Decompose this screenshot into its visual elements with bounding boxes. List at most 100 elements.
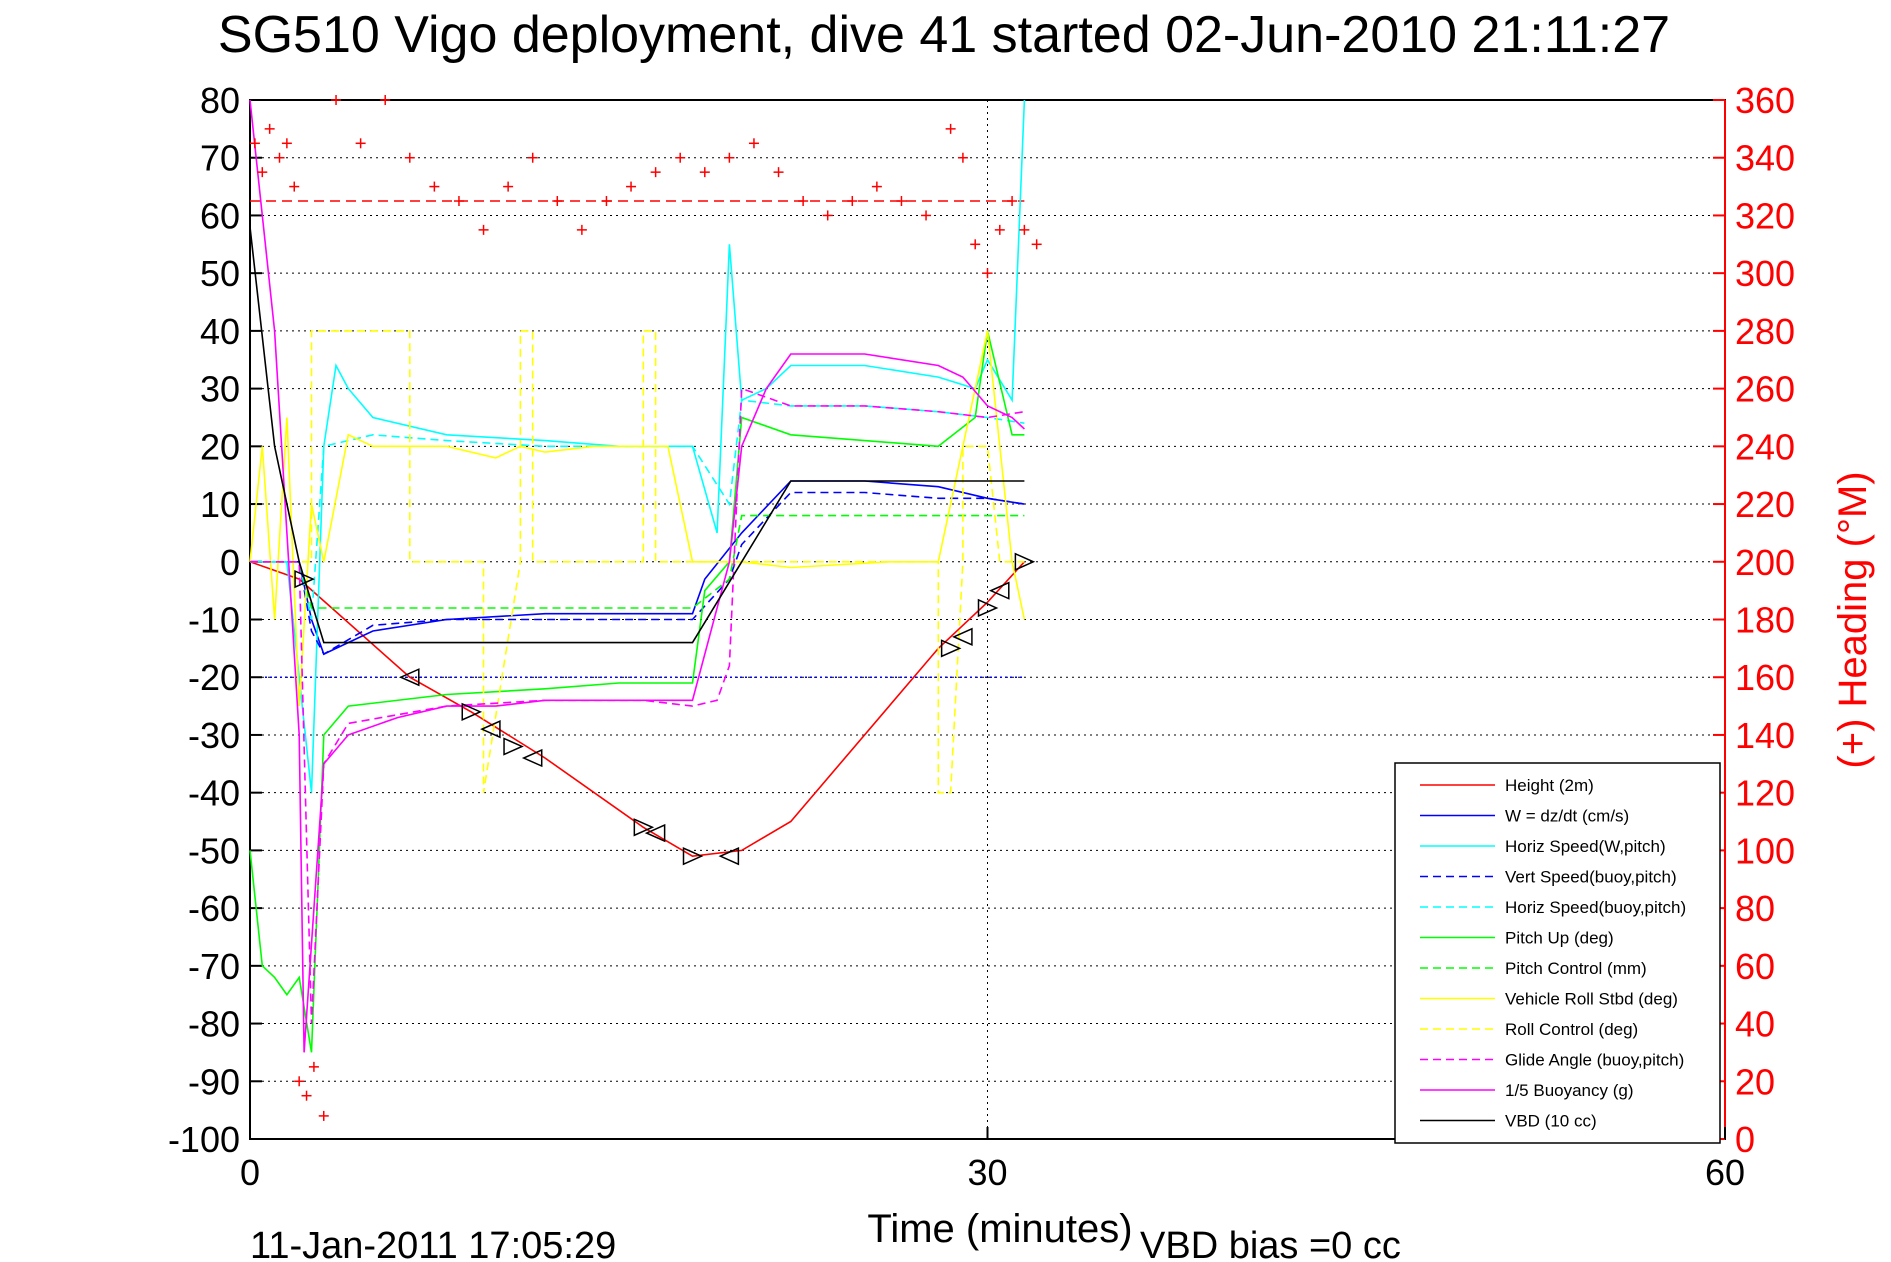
- y2-tick-label: 200: [1735, 542, 1795, 583]
- y2-tick-label: 180: [1735, 600, 1795, 641]
- heading-point: [301, 1090, 312, 1101]
- y-tick-label: -30: [188, 715, 240, 756]
- y2-tick-label: 0: [1735, 1119, 1755, 1160]
- legend-label: Roll Control (deg): [1505, 1020, 1638, 1039]
- heading-point: [478, 224, 489, 235]
- heading-point: [453, 196, 464, 207]
- y2-tick-label: 360: [1735, 80, 1795, 121]
- heading-point: [281, 138, 292, 149]
- triangle-marker: [977, 598, 999, 618]
- heading-point: [355, 138, 366, 149]
- heading-point: [847, 196, 858, 207]
- y-tick-label: -40: [188, 773, 240, 814]
- y-tick-label: -70: [188, 946, 240, 987]
- x-axis: 0 30 60: [240, 1127, 1745, 1193]
- y2-tick-label: 20: [1735, 1061, 1775, 1102]
- heading-point: [274, 152, 285, 163]
- legend-box: [1394, 762, 1721, 1144]
- legend: Height (2m) W = dz/dt (cm/s) Horiz Speed(W…: [1394, 762, 1721, 1144]
- plot-area: 80706050403020100-10-20-30-40-50-60-70-8…: [168, 80, 1795, 1193]
- triangle-marker: [682, 847, 704, 866]
- triangle-marker: [461, 702, 483, 722]
- y-tick-label: 0: [220, 542, 240, 583]
- triangle-marker: [988, 581, 1010, 600]
- heading-point: [429, 181, 440, 192]
- heading-point: [294, 1076, 305, 1087]
- y-tick-label: 50: [200, 253, 240, 294]
- heading-point: [896, 196, 907, 207]
- legend-label: Horiz Speed(W,pitch): [1505, 837, 1666, 856]
- y2-axis-label: (+) Heading (°M): [1831, 471, 1875, 768]
- heading-point: [527, 152, 538, 163]
- legend-label: Pitch Up (deg): [1505, 929, 1614, 948]
- y2-tick-label: 40: [1735, 1004, 1775, 1045]
- series-line-9: [250, 387, 1025, 1024]
- y-tick-label: 20: [200, 426, 240, 467]
- y2-tick-label: 120: [1735, 773, 1795, 814]
- heading-point: [264, 123, 275, 134]
- x-axis-label: Time (minutes): [867, 1207, 1132, 1251]
- triangle-marker: [952, 627, 973, 646]
- heading-point: [289, 181, 300, 192]
- triangle-marker: [521, 748, 543, 768]
- y-tick-label: -10: [188, 600, 240, 641]
- y-tick-label: 80: [200, 80, 240, 121]
- heading-point: [699, 167, 710, 178]
- heading-point: [982, 268, 993, 279]
- y2-tick-label: 140: [1735, 715, 1795, 756]
- heading-point: [748, 138, 759, 149]
- x-tick-label: 0: [240, 1152, 260, 1193]
- y2-tick-label: 340: [1735, 138, 1795, 179]
- heading-point: [871, 181, 882, 192]
- y2-tick-label: 240: [1735, 426, 1795, 467]
- legend-label: Vehicle Roll Stbd (deg): [1505, 990, 1678, 1009]
- legend-label: 1/5 Buoyancy (g): [1505, 1081, 1634, 1100]
- footer-vbd-bias: VBD bias =0 cc: [1140, 1225, 1401, 1262]
- series-line-6: [250, 514, 1025, 609]
- triangle-marker: [398, 668, 420, 687]
- triangle-marker: [718, 847, 740, 866]
- triangle-marker: [644, 823, 666, 843]
- heading-point: [380, 95, 391, 105]
- heading-point: [822, 210, 833, 221]
- heading-point: [552, 196, 563, 207]
- heading-point: [257, 167, 268, 178]
- heading-point: [601, 196, 612, 207]
- y-tick-label: -20: [188, 657, 240, 698]
- heading-point: [994, 224, 1005, 235]
- heading-point: [724, 152, 735, 163]
- series-line-5: [249, 330, 1025, 1053]
- heading-point: [576, 224, 587, 235]
- heading-point: [773, 167, 784, 178]
- series-line-11: [249, 226, 1025, 644]
- y2-axis: 3603403203002802602402202001801601401201…: [1713, 80, 1795, 1160]
- y-tick-label: 10: [200, 484, 240, 525]
- triangle-marker: [503, 737, 524, 756]
- legend-label: Height (2m): [1505, 776, 1594, 795]
- heading-point: [503, 181, 514, 192]
- heading-point: [331, 95, 342, 105]
- heading-point: [626, 181, 637, 192]
- legend-label: Vert Speed(buoy,pitch): [1505, 868, 1677, 887]
- y2-tick-label: 160: [1735, 657, 1795, 698]
- legend-label: W = dz/dt (cm/s): [1505, 807, 1629, 826]
- y-tick-label: 60: [200, 195, 240, 236]
- heading-point: [798, 196, 809, 207]
- heading-point: [1031, 239, 1042, 250]
- series-line-3: [250, 491, 1025, 656]
- y-tick-label: 30: [200, 369, 240, 410]
- triangle-marker: [1014, 552, 1036, 571]
- y-tick-label: 40: [200, 311, 240, 352]
- grid: [250, 100, 1725, 1139]
- heading-point: [650, 167, 661, 178]
- y-tick-label: -100: [168, 1119, 240, 1160]
- heading-point: [404, 152, 415, 163]
- footer-timestamp: 11-Jan-2011 17:05:29: [250, 1225, 616, 1262]
- triangle-marker: [633, 818, 655, 837]
- heading-layer: [249, 95, 1042, 1121]
- y2-tick-label: 320: [1735, 195, 1795, 236]
- y2-tick-label: 280: [1735, 311, 1795, 352]
- y-tick-label: -60: [188, 888, 240, 929]
- legend-label: Glide Angle (buoy,pitch): [1505, 1051, 1684, 1070]
